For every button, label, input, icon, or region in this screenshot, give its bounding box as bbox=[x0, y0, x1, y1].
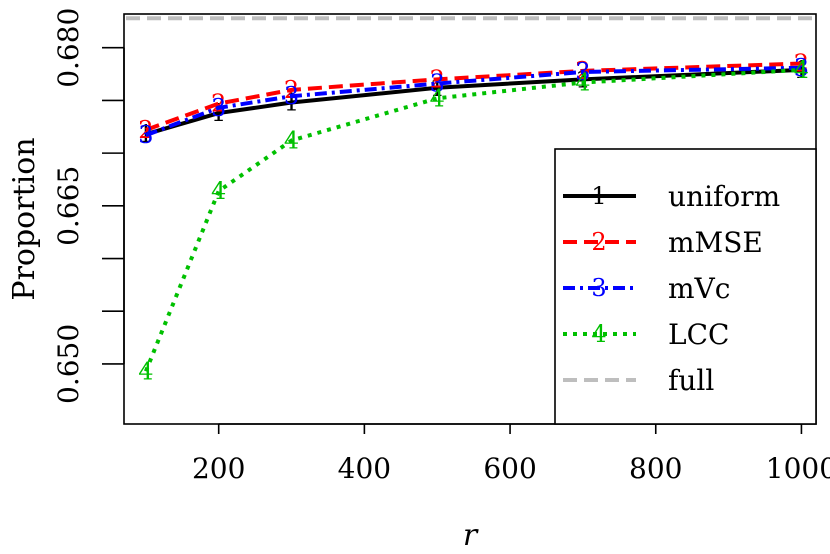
legend-item: 3 mVc bbox=[563, 272, 730, 305]
y-tick-label: 0.665 bbox=[52, 166, 85, 246]
legend-item: full bbox=[563, 364, 714, 397]
legend-label: LCC bbox=[668, 318, 729, 351]
data-point-marker: 4 bbox=[138, 357, 153, 385]
legend-label: uniform bbox=[668, 180, 780, 213]
series-line bbox=[145, 61, 802, 132]
x-tick-label: 200 bbox=[192, 452, 245, 485]
legend-item: 2 mMSE bbox=[563, 226, 763, 259]
legend-label: full bbox=[668, 364, 714, 397]
series-line bbox=[145, 67, 802, 137]
series-lcc: 4 4 4 4 4 4 bbox=[138, 56, 809, 385]
data-point-marker: 4 bbox=[284, 126, 299, 154]
y-tick-label: 0.650 bbox=[52, 324, 85, 404]
x-tick-label: 800 bbox=[629, 452, 682, 485]
y-axis: 0.650 0.665 0.680 bbox=[52, 8, 125, 404]
data-point-marker: 2 bbox=[794, 50, 809, 78]
y-axis-title: Proportion bbox=[7, 137, 42, 300]
legend: 1 uniform 2 mMSE 3 mVc 4 LCC full bbox=[554, 148, 817, 425]
data-point-marker: 4 bbox=[794, 56, 809, 84]
legend-marker: 3 bbox=[591, 274, 606, 302]
data-point-marker: 3 bbox=[794, 54, 809, 82]
legend-marker: 2 bbox=[591, 228, 606, 256]
series-mmse: 22 2 2 2 2 bbox=[138, 50, 809, 144]
x-tick-label: 400 bbox=[338, 452, 391, 485]
data-point-marker: 3 bbox=[430, 70, 445, 98]
data-point-marker: 4 bbox=[430, 84, 445, 112]
legend-marker: 1 bbox=[591, 182, 606, 210]
data-point-marker: 3 bbox=[575, 58, 590, 86]
series-mvc: 3 3 3 3 3 3 bbox=[138, 54, 809, 149]
data-point-marker: 3 bbox=[284, 82, 299, 110]
y-tick-label: 0.680 bbox=[52, 8, 85, 88]
data-point-marker: 3 bbox=[138, 121, 153, 149]
series-line bbox=[145, 65, 802, 138]
legend-marker: 4 bbox=[591, 320, 606, 348]
data-point-marker: 3 bbox=[211, 94, 226, 122]
x-axis-title: r bbox=[463, 518, 479, 553]
legend-item: 4 LCC bbox=[563, 318, 729, 351]
data-point-marker: 4 bbox=[575, 69, 590, 97]
x-tick-label: 1000 bbox=[766, 452, 830, 485]
x-axis: 200 400 600 800 1000 bbox=[192, 423, 830, 485]
data-point-marker: 2 bbox=[211, 90, 226, 118]
x-tick-label: 600 bbox=[483, 452, 536, 485]
legend-label: mVc bbox=[668, 272, 730, 305]
data-point-marker: 2 bbox=[430, 65, 445, 93]
data-point-marker: 4 bbox=[211, 177, 226, 205]
legend-label: mMSE bbox=[668, 226, 763, 259]
legend-item: 1 uniform bbox=[563, 180, 780, 213]
data-point-marker: 2 bbox=[138, 116, 153, 144]
series-line bbox=[143, 67, 802, 373]
